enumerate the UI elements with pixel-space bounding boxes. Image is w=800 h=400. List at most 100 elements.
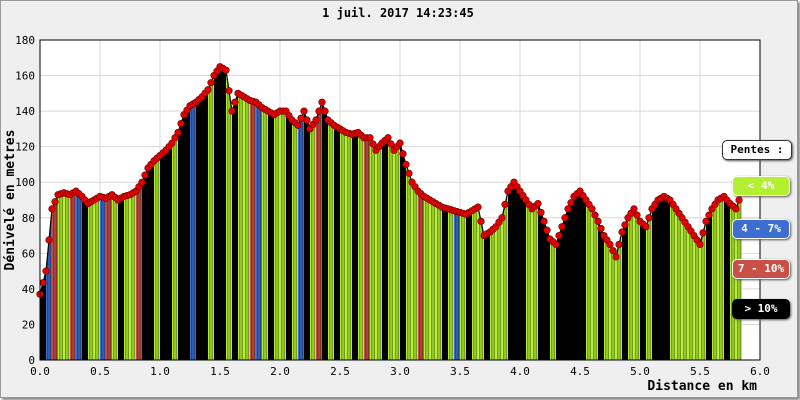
plot-border [39, 39, 761, 361]
slope-segment [592, 208, 598, 360]
slope-segment [58, 192, 64, 360]
data-point [645, 214, 653, 222]
x-tick-label: 0.5 [90, 365, 110, 378]
slope-segment [706, 208, 712, 360]
y-tick-label: 60 [22, 247, 35, 260]
data-point [474, 203, 482, 211]
data-point [477, 217, 485, 225]
slope-segment [484, 232, 490, 360]
slope-segment [250, 100, 256, 360]
slope-segment [220, 66, 226, 361]
slope-segment [76, 191, 82, 360]
slope-segment [370, 137, 376, 360]
slope-segment [358, 132, 364, 360]
x-tick-label: 3.5 [450, 365, 470, 378]
slope-segment [454, 210, 460, 360]
slope-segment [544, 221, 550, 360]
slope-segment [166, 143, 172, 360]
data-point [564, 205, 572, 213]
data-point [294, 121, 302, 129]
data-point [168, 139, 176, 147]
x-tick-label: 4.5 [570, 365, 590, 378]
slope-segment [652, 200, 658, 360]
data-point [621, 221, 629, 229]
slope-segment [412, 182, 418, 360]
data-point [402, 160, 410, 169]
slope-segment [244, 96, 250, 360]
slope-segment [634, 208, 640, 360]
slope-segment [694, 235, 700, 360]
slope-segment [436, 203, 442, 360]
x-tick-label: 1.5 [210, 365, 230, 378]
slope-segment [430, 200, 436, 360]
slope-segment [580, 191, 586, 360]
slope-segment [352, 132, 358, 360]
slope-segment [478, 207, 484, 360]
slope-segment [118, 196, 124, 360]
slope-segment [184, 105, 190, 361]
y-tick-label: 40 [22, 283, 35, 296]
slope-segment [604, 235, 610, 360]
data-point [618, 228, 626, 236]
data-point [297, 114, 305, 122]
data-point [138, 178, 146, 186]
slope-segment [466, 210, 472, 360]
data-point [609, 247, 617, 255]
data-point [540, 217, 548, 225]
slope-segment [508, 182, 514, 360]
slope-segment [640, 221, 646, 360]
slope-segment [328, 120, 334, 360]
data-point [177, 119, 185, 128]
data-point [222, 66, 230, 74]
slope-segment [712, 200, 718, 360]
data-point [702, 217, 710, 225]
slope-segment [280, 111, 286, 360]
slope-segment [124, 194, 130, 360]
data-point [630, 205, 638, 213]
x-tick-label: 5.0 [630, 365, 650, 378]
legend-title: Pentes : [722, 140, 792, 160]
slope-segment [334, 125, 340, 360]
slope-segment [232, 93, 238, 360]
legend-item-4-7: 4 - 7% [732, 219, 790, 239]
slope-segment [682, 217, 688, 360]
data-point [225, 87, 233, 95]
data-point [537, 208, 545, 217]
slope-segment [70, 191, 76, 360]
x-axis-label: Distance en km [647, 379, 757, 394]
slope-segment [472, 207, 478, 360]
slope-segment [502, 191, 508, 360]
slope-segment [46, 208, 52, 360]
data-point [594, 217, 602, 225]
data-point [705, 211, 713, 219]
x-tick-labels: 0.0 0.5 1.0 1.5 2.0 2.5 3.0 3.5 4.0 4.5 5.0 5.5 6.0 [30, 365, 770, 378]
legend-item-lt4: < 4% [732, 176, 790, 196]
slope-segment [82, 196, 88, 360]
x-tick-label: 1.0 [150, 365, 170, 378]
slope-segment [310, 120, 316, 360]
slope-segment [658, 196, 664, 360]
data-point [228, 107, 236, 115]
slope-segment [376, 143, 382, 360]
slope-segment [88, 200, 94, 360]
x-tick-label: 6.0 [750, 365, 770, 378]
data-point [606, 240, 614, 249]
slope-segment [214, 66, 220, 361]
slope-segment [154, 155, 160, 360]
slope-segment [340, 128, 346, 360]
slope-segment [520, 191, 526, 360]
slope-segment [646, 208, 652, 360]
slope-segment [514, 182, 520, 360]
legend-item-gt10: > 10% [732, 299, 790, 319]
x-tick-label: 4.0 [510, 365, 530, 378]
data-point [369, 140, 377, 148]
slope-segment [208, 75, 214, 361]
data-point [207, 79, 215, 87]
slope-segment [196, 96, 202, 360]
data-point [696, 240, 704, 249]
slope-segment [316, 102, 322, 360]
slope-segment [424, 196, 430, 360]
slope-segment [94, 196, 100, 360]
data-point [387, 140, 395, 148]
